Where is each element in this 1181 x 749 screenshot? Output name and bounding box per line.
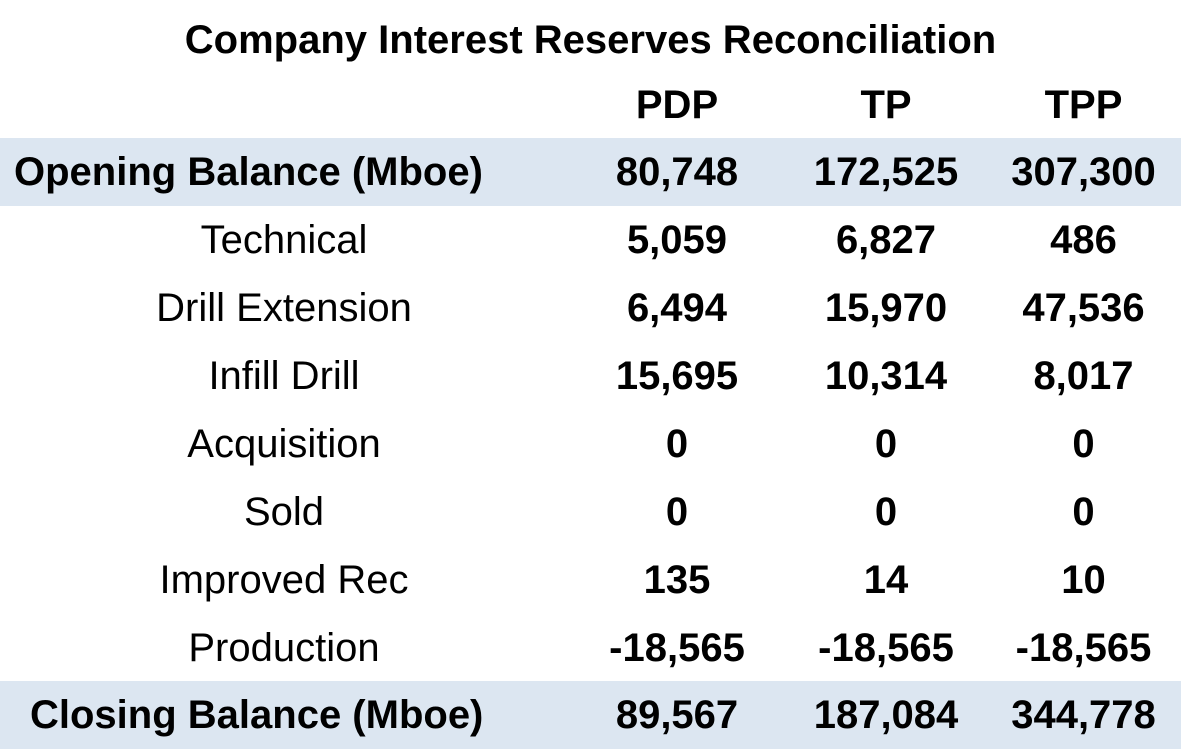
- closing-balance-tp: 187,084: [813, 692, 959, 737]
- improved-rec-tp: 14: [863, 557, 909, 602]
- column-header-tp: TP: [860, 82, 912, 127]
- technical-tp: 6,827: [835, 217, 937, 262]
- table-title: Company Interest Reserves Reconciliation: [184, 18, 997, 62]
- opening-balance-label: Opening Balance (Mboe): [14, 149, 483, 194]
- table-row: Production -18,565 -18,565 -18,565: [0, 614, 1181, 682]
- row-label-acquisition: Acquisition: [187, 421, 381, 466]
- infill-drill-tp: 10,314: [824, 353, 948, 398]
- row-label-drill-extension: Drill Extension: [156, 285, 412, 330]
- opening-balance-tp: 172,525: [813, 149, 959, 194]
- closing-balance-row: Closing Balance (Mboe) 89,567 187,084 34…: [0, 681, 1181, 749]
- improved-rec-pdp: 135: [643, 557, 711, 602]
- column-header-pdp: PDP: [635, 82, 719, 127]
- opening-balance-tpp: 307,300: [1011, 149, 1156, 194]
- row-label-production: Production: [188, 625, 380, 670]
- drill-extension-pdp: 6,494: [626, 285, 728, 330]
- opening-balance-row: Opening Balance (Mboe) 80,748 172,525 30…: [0, 138, 1181, 206]
- sold-pdp: 0: [665, 489, 689, 534]
- improved-rec-tpp: 10: [1061, 557, 1106, 602]
- table-row: Technical 5,059 6,827 486: [0, 206, 1181, 274]
- infill-drill-tpp: 8,017: [1033, 353, 1134, 398]
- acquisition-pdp: 0: [665, 421, 689, 466]
- drill-extension-tp: 15,970: [824, 285, 948, 330]
- row-label-technical: Technical: [200, 217, 368, 262]
- opening-balance-pdp: 80,748: [615, 149, 739, 194]
- closing-balance-tpp: 344,778: [1011, 692, 1156, 737]
- production-pdp: -18,565: [609, 625, 745, 670]
- row-label-infill-drill: Infill Drill: [208, 353, 360, 398]
- column-header-tpp: TPP: [1044, 82, 1123, 127]
- infill-drill-pdp: 15,695: [615, 353, 739, 398]
- row-label-improved-rec: Improved Rec: [159, 557, 409, 602]
- technical-pdp: 5,059: [626, 217, 728, 262]
- table-row: Drill Extension 6,494 15,970 47,536: [0, 274, 1181, 342]
- table-row: Infill Drill 15,695 10,314 8,017: [0, 342, 1181, 410]
- table-row: Acquisition 0 0 0: [0, 410, 1181, 478]
- row-label-sold: Sold: [243, 489, 325, 534]
- closing-balance-pdp: 89,567: [615, 692, 739, 737]
- production-tpp: -18,565: [1015, 625, 1152, 670]
- sold-tpp: 0: [1072, 489, 1095, 534]
- closing-balance-label: Closing Balance (Mboe): [30, 692, 484, 737]
- drill-extension-tpp: 47,536: [1022, 285, 1145, 330]
- technical-tpp: 486: [1050, 217, 1117, 262]
- production-tp: -18,565: [818, 625, 954, 670]
- header-label-spacer: [0, 72, 568, 138]
- column-header-row: PDP TP TPP: [0, 72, 1181, 138]
- acquisition-tp: 0: [874, 421, 898, 466]
- table-row: Sold 0 0 0: [0, 478, 1181, 546]
- table-row: Improved Rec 135 14 10: [0, 546, 1181, 614]
- acquisition-tpp: 0: [1072, 421, 1095, 466]
- sold-tp: 0: [874, 489, 898, 534]
